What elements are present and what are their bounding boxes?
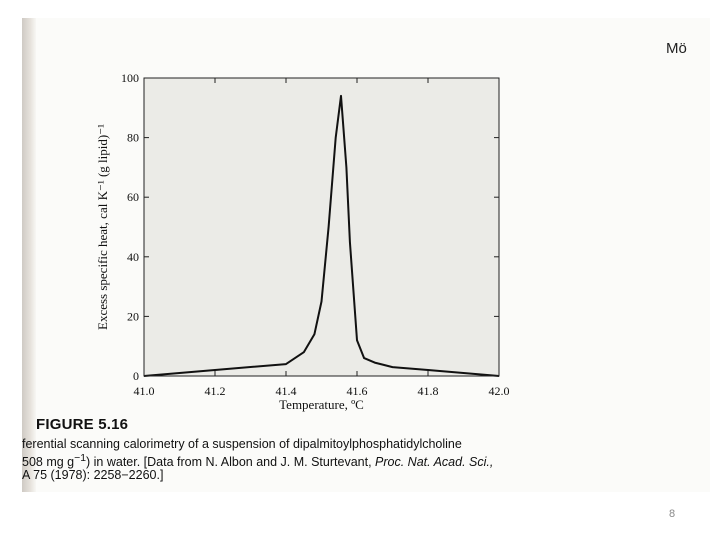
- plot-background: [144, 78, 499, 376]
- y-tick-label: 0: [133, 369, 139, 383]
- y-tick-label: 80: [127, 131, 139, 145]
- y-tick-label: 20: [127, 309, 139, 323]
- caption-line-2-b: ) in water. [Data from N. Albon and J. M…: [86, 455, 376, 470]
- x-tick-label: 41.2: [205, 384, 226, 398]
- caption-line-2-a: 508 mg g: [22, 455, 75, 470]
- figure-label: FIGURE 5.16: [36, 416, 129, 433]
- x-tick-label: 41.4: [276, 384, 297, 398]
- y-tick-label: 40: [127, 250, 139, 264]
- caption-line-1: ferential scanning calorimetry of a susp…: [22, 437, 462, 451]
- y-axis-title: Excess specific heat, cal K⁻¹ (g lipid)⁻…: [95, 124, 110, 330]
- corner-text: Mö: [666, 40, 687, 57]
- slide-number: 8: [669, 508, 676, 520]
- scan-binding-edge: [22, 18, 36, 492]
- plot-frame: [143, 77, 500, 377]
- tick-labels: 41.0 41.2 41.4 41.6 41.8 42.0 0 20 40 60 80 100: [121, 71, 510, 398]
- x-axis-title: Temperature, ºC: [279, 397, 364, 412]
- x-tick-label: 41.0: [134, 384, 155, 398]
- caption-journal: Proc. Nat. Acad. Sci.,: [375, 455, 494, 470]
- y-tick-label: 100: [121, 71, 139, 85]
- x-tick-label: 42.0: [489, 384, 510, 398]
- series-line: [143, 94, 500, 377]
- caption-line-2: 508 mg g−1) in water. [Data from N. Albo…: [22, 453, 493, 469]
- caption-line-3: A 75 (1978): 2258−2260.]: [22, 468, 164, 482]
- caption-line-2-sup: −1: [74, 453, 86, 464]
- x-tick-label: 41.8: [418, 384, 439, 398]
- y-tick-label: 60: [127, 190, 139, 204]
- x-tick-label: 41.6: [347, 384, 368, 398]
